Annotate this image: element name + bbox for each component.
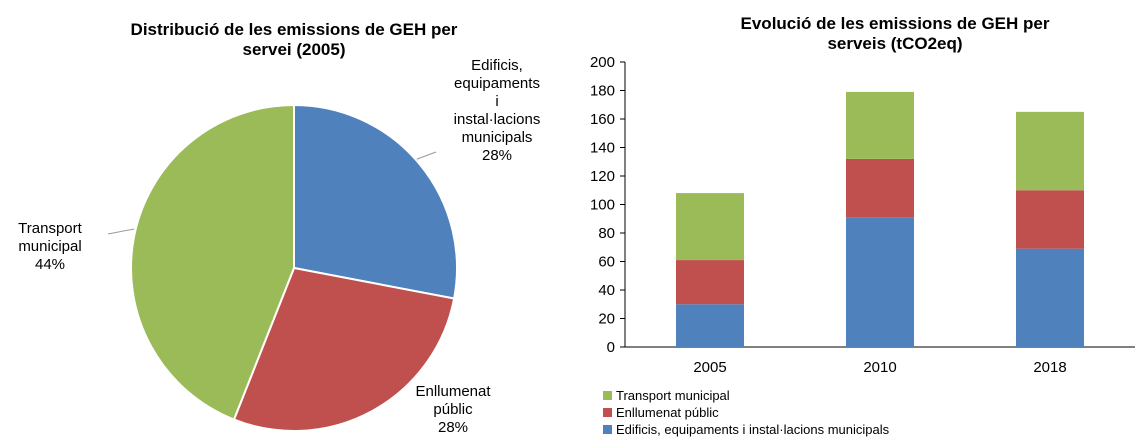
bar-segment [1016, 111, 1084, 191]
x-tick-label: 2005 [693, 359, 726, 376]
pie-label-name: Transport municipal [18, 220, 82, 255]
leader-line [107, 228, 135, 235]
bar-segment [676, 304, 744, 347]
bar-segment [1016, 248, 1084, 347]
y-tick-label: 160 [590, 111, 615, 128]
pie-label-value: 44% [34, 256, 66, 273]
pie-label: Edificis, equipaments i instal·lacions m… [432, 57, 562, 165]
pie-label-value: 28% [437, 419, 469, 436]
y-tick-label: 60 [598, 254, 615, 271]
pie-label: Transport municipal 44% [0, 220, 100, 274]
bar-segment [1016, 190, 1084, 249]
pie-slice [232, 266, 456, 432]
bar-segment [846, 217, 914, 347]
legend-swatch [603, 391, 612, 400]
pie-label-name: Edificis, equipaments i instal·lacions m… [453, 57, 541, 146]
x-tick-label: 2018 [1033, 359, 1066, 376]
y-tick-label: 100 [590, 197, 615, 214]
bar-title: Evolució de les emissions de GEH per ser… [740, 14, 1050, 53]
bar-segment [676, 260, 744, 305]
y-tick-label: 200 [590, 54, 615, 71]
y-tick-label: 40 [598, 282, 615, 299]
pie-slice [130, 103, 295, 421]
pie-title: Distribució de les emissions de GEH per … [130, 20, 458, 59]
legend-swatch [603, 408, 612, 417]
legend-label: Enllumenat públic [616, 405, 719, 420]
pie-slice [293, 103, 458, 300]
y-tick-label: 120 [590, 168, 615, 185]
pie-label-name: Enllumenat públic [415, 383, 491, 418]
y-tick-label: 20 [598, 311, 615, 328]
y-tick-label: 140 [590, 140, 615, 157]
y-tick-label: 0 [607, 339, 615, 356]
legend-swatch [603, 425, 612, 434]
y-tick-label: 80 [598, 225, 615, 242]
pie-label-value: 28% [481, 147, 513, 164]
bar-segment [676, 193, 744, 261]
x-tick-label: 2010 [863, 359, 896, 376]
bar-segment [846, 158, 914, 218]
pie-label: Enllumenat públic 28% [393, 383, 513, 437]
legend-label: Transport municipal [616, 388, 730, 403]
bar-segment [846, 91, 914, 159]
y-tick-label: 180 [590, 83, 615, 100]
legend-label: Edificis, equipaments i instal·lacions m… [616, 422, 890, 437]
